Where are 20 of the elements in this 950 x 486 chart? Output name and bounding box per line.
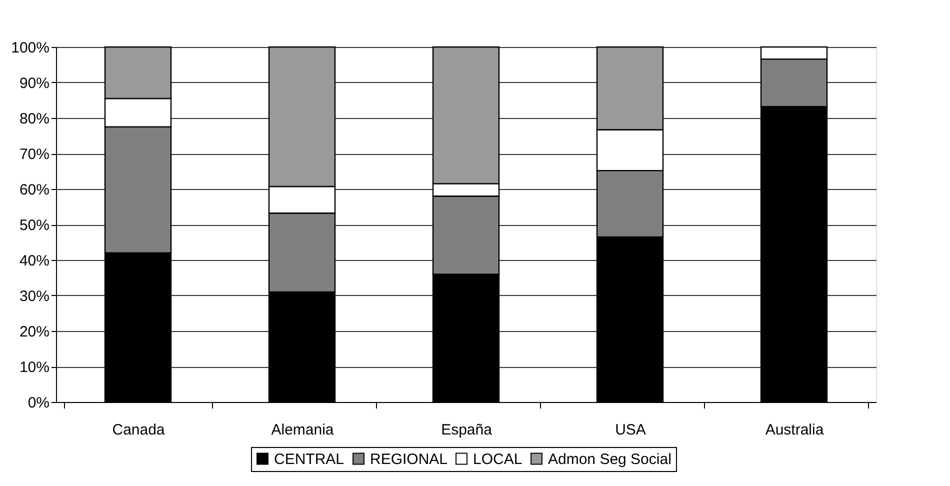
y-tick-label: 30% xyxy=(19,288,50,305)
legend-label: LOCAL xyxy=(473,450,522,468)
y-tick-label: 20% xyxy=(19,324,50,340)
y-tick-label: 10% xyxy=(19,359,50,376)
legend-label: CENTRAL xyxy=(274,450,344,468)
y-tick-label: 0% xyxy=(28,394,50,412)
x-tick-label: Canada xyxy=(112,422,166,438)
x-tick-label: Alemania xyxy=(271,422,334,438)
y-tick-label: 90% xyxy=(19,75,50,92)
y-tick-label: 50% xyxy=(19,217,50,234)
y-tick-label: 80% xyxy=(19,110,50,128)
y-tick-label: 70% xyxy=(19,146,50,163)
legend-label: Admon Seg Social xyxy=(548,450,672,468)
y-tick-label: 100% xyxy=(11,40,50,56)
x-tick-label: Australia xyxy=(765,422,824,438)
x-tick-label: USA xyxy=(615,422,646,438)
x-tick-label: España xyxy=(441,422,493,438)
y-tick-label: 60% xyxy=(19,182,50,198)
y-tick-label: 40% xyxy=(19,252,50,270)
legend-label: REGIONAL xyxy=(370,450,448,468)
